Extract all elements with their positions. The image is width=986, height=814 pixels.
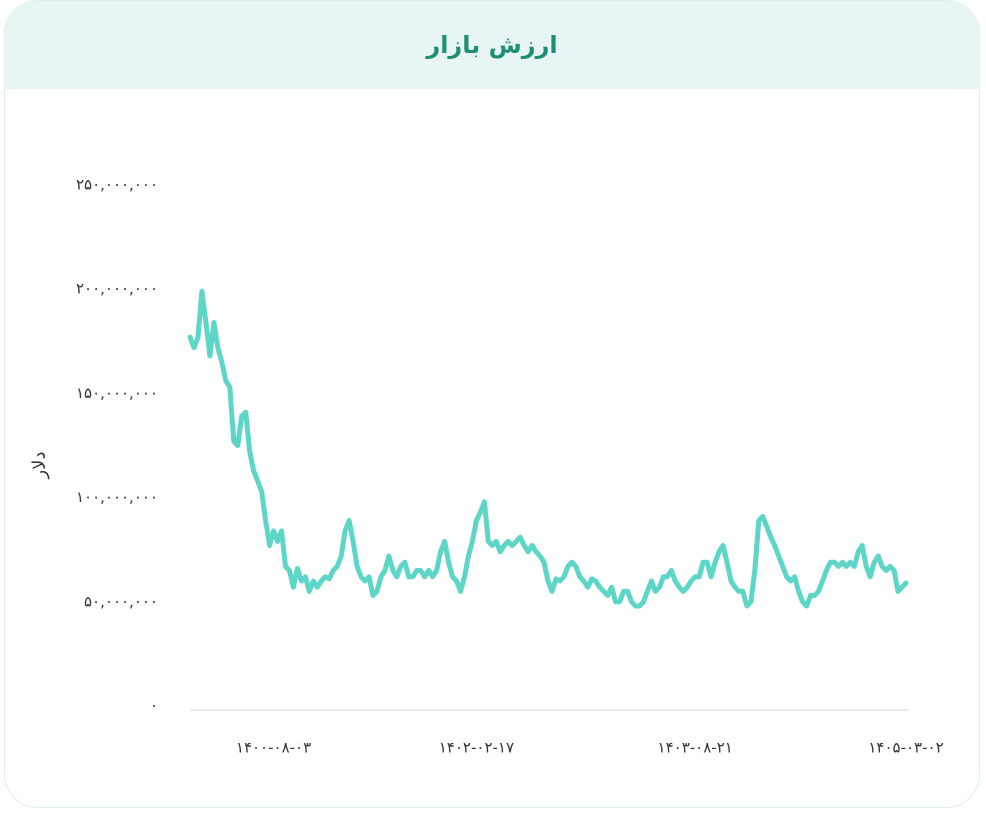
y-tick-label: ۱۵۰,۰۰۰,۰۰۰ xyxy=(76,384,158,402)
y-tick-label: ۱۰۰,۰۰۰,۰۰۰ xyxy=(76,488,158,506)
card: ارزش بازار xyxy=(4,0,980,808)
x-tick-label: ۱۴۰۳-۰۸-۲۱ xyxy=(658,739,733,757)
x-tick-label: ۱۴۰۲-۰۲-۱۷ xyxy=(439,739,514,757)
y-tick-label: ۰ xyxy=(150,697,158,715)
y-tick-label: ۲۵۰,۰۰۰,۰۰۰ xyxy=(76,176,158,194)
x-tick-label: ۱۴۰۵-۰۳-۰۲ xyxy=(868,739,943,757)
line xyxy=(187,288,909,609)
x-tick-label: ۱۴۰۰-۰۸-۰۳ xyxy=(236,739,311,757)
chart-title: ارزش بازار xyxy=(5,1,979,89)
y-tick-label: ۲۰۰,۰۰۰,۰۰۰ xyxy=(76,280,158,298)
y-tick-label: ۵۰,۰۰۰,۰۰۰ xyxy=(84,592,158,610)
y-axis-label: دلار xyxy=(29,452,50,480)
